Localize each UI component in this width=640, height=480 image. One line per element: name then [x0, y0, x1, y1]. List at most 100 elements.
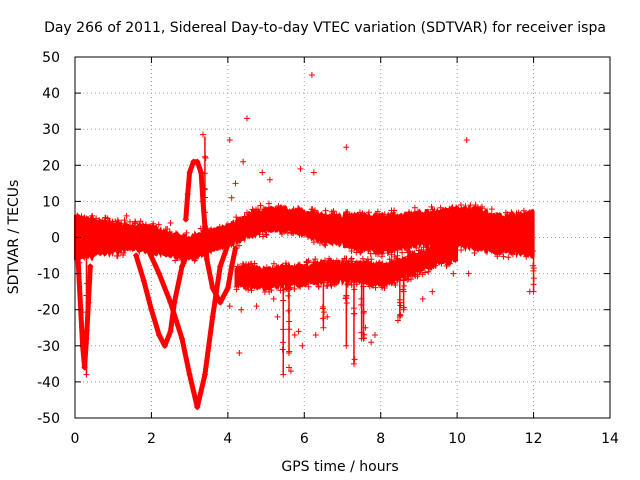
spike-marker [319, 278, 326, 285]
dip-2-marker [194, 404, 201, 411]
main-band-marker [411, 209, 418, 216]
spike-marker [350, 360, 357, 367]
spike-marker [280, 371, 287, 378]
main-band-marker [472, 202, 479, 209]
outlier-point [200, 131, 207, 138]
main-band-marker [309, 206, 316, 213]
main-band-marker [494, 253, 501, 260]
lower-band-marker [415, 250, 422, 257]
chart-title: Day 266 of 2011, Sidereal Day-to-day VTE… [44, 20, 606, 36]
lower-band-marker [333, 257, 340, 264]
main-band-marker [471, 250, 478, 257]
spike-marker [351, 277, 358, 284]
main-band-marker [234, 217, 241, 224]
lower-band-marker [245, 286, 252, 293]
outlier-point [324, 313, 331, 320]
lower-band-marker [305, 283, 312, 290]
lower-band-marker [425, 268, 432, 275]
main-band-marker [488, 206, 495, 213]
spike-marker [529, 262, 536, 269]
main-band-marker [457, 201, 464, 208]
lower-band-marker [248, 287, 255, 294]
outlier-point [287, 368, 294, 375]
lower-band-marker [353, 281, 360, 288]
main-band-marker [322, 242, 329, 249]
main-band-marker [78, 213, 85, 220]
outlier-point [371, 331, 378, 338]
dip-1-marker [148, 306, 155, 313]
x-tick-label: 12 [525, 431, 543, 447]
main-band-marker [223, 223, 230, 230]
x-tick-label: 14 [601, 431, 619, 447]
x-tick-label: 0 [71, 431, 80, 447]
lower-band-marker [340, 258, 347, 265]
lower-band-marker [428, 264, 435, 271]
main-band-marker [114, 252, 121, 259]
main-band-marker [120, 249, 127, 256]
main-band-marker [365, 209, 372, 216]
dip-2-marker [217, 263, 224, 270]
lower-band-marker [359, 255, 366, 262]
lower-band-marker [321, 257, 328, 264]
loop-marker [224, 285, 231, 292]
lower-band-marker [262, 285, 269, 292]
spike-marker [83, 371, 90, 378]
spike-marker [286, 326, 293, 333]
lower-band-marker [283, 262, 290, 269]
loop-marker [184, 191, 191, 198]
main-band-marker [384, 250, 391, 257]
lower-band-marker [394, 252, 401, 259]
lower-band-marker [365, 259, 372, 266]
spike-marker [286, 318, 293, 325]
outlier-point [394, 317, 401, 324]
x-tick-label: 2 [147, 431, 156, 447]
outlier-point [232, 180, 239, 187]
main-band-marker [523, 253, 530, 260]
loop-marker [217, 299, 224, 306]
spike-marker [351, 356, 358, 363]
main-band-marker [509, 210, 516, 217]
lower-band-marker [445, 258, 452, 265]
loop-marker [182, 216, 189, 223]
spike-marker [285, 292, 292, 299]
main-band-marker [183, 229, 190, 236]
x-tick-label: 6 [300, 431, 309, 447]
outlier-point [259, 169, 266, 176]
y-tick-label: -20 [37, 303, 60, 319]
lower-band-marker [432, 242, 439, 249]
lower-band-marker [432, 262, 439, 269]
outlier-point [368, 339, 375, 346]
outlier-point [331, 281, 338, 288]
main-band-marker [357, 249, 364, 256]
spike-marker [397, 302, 404, 309]
spike-marker [280, 281, 287, 288]
spike-marker [279, 339, 286, 346]
main-band-marker [493, 212, 500, 219]
outlier-point [291, 331, 298, 338]
lower-band-marker [370, 282, 377, 289]
lower-band-marker [368, 256, 375, 263]
main-band-marker [123, 221, 130, 228]
outlier-point [465, 270, 472, 277]
main-band-marker [500, 253, 507, 260]
lower-band-marker [324, 282, 331, 289]
y-tick-label: -40 [37, 375, 60, 391]
lower-band-marker [279, 263, 286, 270]
outlier-point [429, 288, 436, 295]
lower-band-marker [376, 261, 383, 268]
dip-2-curve [145, 242, 231, 410]
y-tick-label: -30 [37, 339, 60, 355]
main-band-marker [241, 213, 248, 220]
lower-band-marker [439, 240, 446, 247]
dip-2-marker [186, 371, 193, 378]
spike-marker [530, 248, 537, 255]
spike-marker [321, 279, 328, 286]
main-band-marker [510, 211, 517, 218]
lower-band-marker [254, 284, 261, 291]
y-tick-label: 0 [51, 231, 60, 247]
outlier-point [240, 158, 247, 165]
spike-marker [321, 309, 328, 316]
main-band-marker [429, 206, 436, 213]
dip-1-marker [167, 328, 174, 335]
lower-band-marker [296, 261, 303, 268]
